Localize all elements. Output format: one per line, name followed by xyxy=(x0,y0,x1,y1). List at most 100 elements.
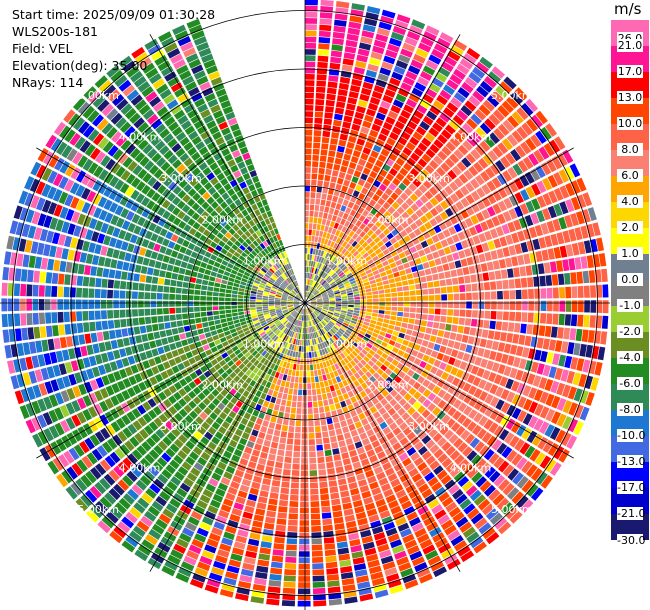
radar-gate xyxy=(327,156,335,164)
radar-gate xyxy=(132,282,139,291)
radar-gate xyxy=(234,428,243,437)
radar-gate xyxy=(558,313,565,326)
radar-gate xyxy=(237,302,244,305)
radar-gate xyxy=(377,451,386,460)
radar-gate xyxy=(157,184,167,195)
radar-gate xyxy=(220,389,229,397)
radar-gate xyxy=(426,321,434,328)
radar-gate xyxy=(363,265,371,272)
radar-gate xyxy=(415,478,426,488)
radar-gate xyxy=(80,345,88,357)
radar-gate xyxy=(356,54,368,63)
radar-gate xyxy=(300,489,309,495)
radar-gate xyxy=(144,510,157,522)
radar-gate xyxy=(350,280,357,285)
radar-gate xyxy=(121,271,128,280)
radar-gate xyxy=(433,566,447,578)
radar-gate xyxy=(410,203,419,212)
radar-gate xyxy=(452,399,462,409)
radar-gate xyxy=(219,288,226,293)
radar-gate xyxy=(522,385,532,397)
radar-gate xyxy=(135,335,143,344)
radar-gate xyxy=(230,553,243,562)
radar-gate xyxy=(556,260,564,272)
radar-gate xyxy=(345,385,352,392)
radar-gate xyxy=(427,498,440,510)
radar-gate xyxy=(374,589,389,599)
radar-gate xyxy=(359,485,370,493)
radar-gate xyxy=(411,494,423,505)
radar-gate xyxy=(418,483,430,494)
radar-gate xyxy=(45,134,57,149)
radar-gate xyxy=(579,343,587,357)
radar-gate xyxy=(369,383,377,392)
radar-gate xyxy=(557,273,565,285)
radar-gate xyxy=(520,189,530,201)
radar-gate xyxy=(162,210,171,220)
radar-gate xyxy=(337,283,344,288)
radar-gate xyxy=(571,242,580,256)
radar-gate xyxy=(405,416,415,426)
radar-gate xyxy=(90,266,98,276)
radar-gate xyxy=(455,516,469,528)
radar-gate xyxy=(308,420,314,427)
radar-gate xyxy=(346,272,353,278)
radar-gate xyxy=(203,274,210,281)
radar-gate xyxy=(202,322,209,328)
radar-gate xyxy=(414,258,422,265)
radar-gate xyxy=(169,286,176,293)
radar-gate xyxy=(197,392,206,401)
radar-gate xyxy=(272,410,279,417)
radar-gate xyxy=(236,258,244,265)
radar-gate xyxy=(365,288,372,293)
radar-gate xyxy=(491,216,501,227)
radar-gate xyxy=(438,272,445,280)
radar-gate xyxy=(260,364,266,371)
radar-gate xyxy=(141,334,149,342)
radar-gate xyxy=(195,278,203,285)
radar-gate xyxy=(246,406,254,415)
radar-gate xyxy=(25,402,36,417)
radar-gate xyxy=(181,445,192,455)
radar-gate xyxy=(392,220,400,228)
radar-gate xyxy=(310,273,313,280)
radar-gate xyxy=(230,363,238,371)
radar-gate xyxy=(312,148,320,155)
radar-gate xyxy=(259,282,266,287)
radar-gate xyxy=(75,170,87,183)
radar-gate xyxy=(385,385,394,393)
radar-gate xyxy=(359,259,367,265)
radar-gate xyxy=(263,522,275,530)
radar-gate xyxy=(430,266,438,274)
radar-gate xyxy=(316,74,327,81)
radar-gate xyxy=(439,189,449,199)
radar-gate xyxy=(254,443,262,451)
radar-gate xyxy=(90,332,98,343)
radar-gate xyxy=(489,470,501,483)
radar-gate xyxy=(188,357,196,365)
radar-gate xyxy=(320,335,325,342)
radar-gate xyxy=(225,376,233,384)
radar-gate xyxy=(397,264,405,271)
radar-gate xyxy=(113,371,122,381)
radar-gate xyxy=(334,107,345,115)
radar-gate xyxy=(110,395,120,407)
radar-gate xyxy=(100,155,111,167)
radar-gate xyxy=(293,304,300,307)
radar-gate xyxy=(364,245,372,252)
radar-gate xyxy=(501,321,509,331)
radar-gate xyxy=(258,431,266,439)
radar-gate xyxy=(6,235,15,250)
radar-gate xyxy=(307,327,309,334)
radar-gate xyxy=(566,370,575,384)
radar-gate xyxy=(282,418,289,426)
radar-gate xyxy=(121,220,131,231)
radar-gate xyxy=(97,233,106,244)
radar-gate xyxy=(340,218,346,226)
radar-gate xyxy=(359,432,368,440)
radar-gate xyxy=(387,579,402,589)
radar-gate xyxy=(82,288,89,298)
radar-gate xyxy=(386,83,399,93)
radar-gate xyxy=(459,284,466,293)
radar-gate xyxy=(510,91,524,105)
